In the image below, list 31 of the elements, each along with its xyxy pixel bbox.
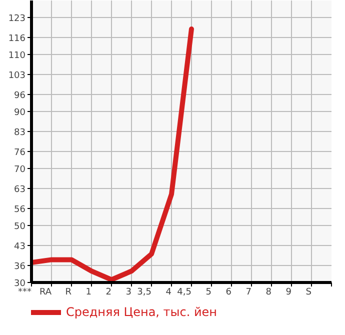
- x-tick-label: 1: [86, 288, 92, 298]
- x-tick-label: 8: [266, 288, 272, 298]
- y-tick-label: 43: [14, 242, 26, 252]
- y-tick-label: 103: [8, 71, 26, 82]
- y-tick-label: 90: [14, 108, 26, 118]
- y-tick-label: 123: [8, 14, 26, 24]
- y-tick-label: 63: [14, 185, 26, 195]
- x-tick-label: 5: [206, 288, 212, 298]
- y-tick-label: 110: [8, 51, 26, 62]
- y-tick-label: 96: [14, 91, 26, 101]
- y-tick-label: 50: [14, 222, 26, 232]
- x-tick-label: 6: [226, 288, 232, 298]
- y-tick-label: 30: [14, 279, 26, 289]
- y-tick-label: 116: [8, 34, 26, 44]
- y-tick-label: 56: [14, 204, 26, 215]
- x-tick-label: 4,5: [177, 288, 192, 298]
- x-tick-label: RA: [39, 288, 52, 298]
- y-tick-label: 70: [14, 165, 26, 176]
- x-tick-label: 9: [286, 288, 292, 298]
- x-tick-label: 2: [106, 288, 112, 298]
- x-tick-label: 3,5: [137, 288, 152, 298]
- x-tick-label: R: [65, 288, 72, 298]
- legend-label: Средняя Цена, тыс. йен: [66, 305, 218, 319]
- y-tick-label: 76: [14, 148, 26, 158]
- x-tick-label: 3: [126, 288, 132, 298]
- y-tick-label: 83: [14, 128, 26, 138]
- x-tick-label: 4: [166, 288, 172, 298]
- x-tick-label: ***: [18, 288, 32, 298]
- x-tick-label: 7: [246, 288, 252, 298]
- x-tick-label: S: [306, 288, 312, 298]
- y-tick-label: 36: [14, 262, 26, 272]
